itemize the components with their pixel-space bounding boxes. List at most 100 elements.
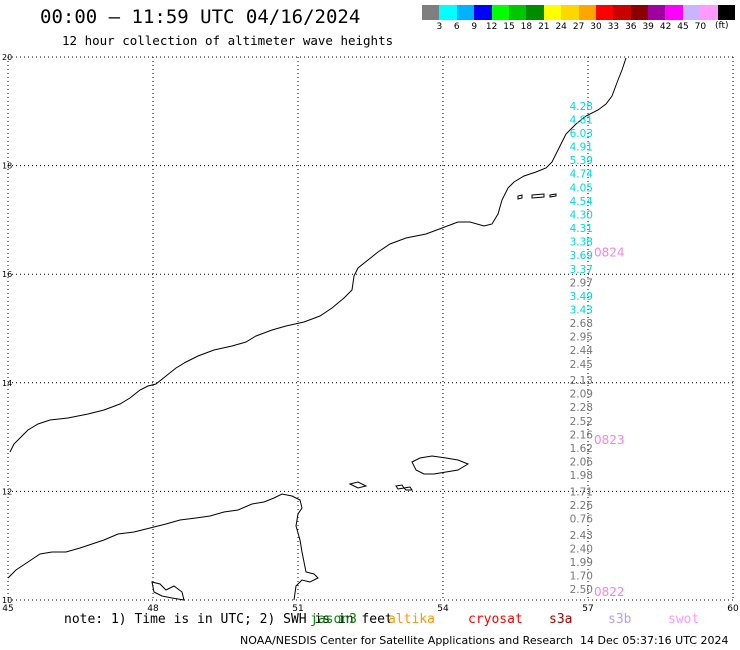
wave-height-value: 2.50	[570, 584, 593, 596]
legend-label: 36	[625, 22, 637, 32]
arabian-coastline	[9, 57, 627, 453]
wave-height-value: 1.99	[570, 557, 593, 569]
legend-swatch	[543, 5, 562, 20]
satellite-label-altika: altika	[388, 612, 435, 627]
legend-label: 18	[520, 22, 533, 32]
legend-swatch	[526, 5, 544, 20]
african-coastline	[7, 493, 319, 601]
legend-label: 30	[590, 22, 602, 32]
wave-height-readings: 4.284.81 6.03 4.915.39 4.744.05 4.544.30 4.31…	[570, 101, 625, 599]
wave-height-value: 2.45	[570, 359, 593, 371]
wave-height-value: 2.44	[570, 345, 594, 357]
small-island	[517, 194, 523, 200]
wave-height-value: 4.30	[570, 209, 593, 221]
pass-time-label: 0822	[594, 585, 625, 599]
wave-height-value: 4.74	[570, 169, 594, 181]
legend-swatch	[491, 5, 509, 20]
legend-swatch	[717, 5, 736, 20]
wave-height-value: 4.31	[570, 223, 593, 235]
footer-note: note: 1) Time is in UTC; 2) SWH is in fe…	[64, 612, 393, 627]
y-tick-label: 10	[2, 596, 12, 605]
legend-swatch	[561, 5, 579, 20]
legend-swatch	[474, 5, 492, 20]
wave-height-value: 1.71	[570, 486, 593, 498]
legend-swatch	[648, 5, 666, 20]
legend-swatch	[422, 5, 440, 20]
legend-label: 9	[471, 22, 478, 32]
generated-timestamp: 14 Dec 05:37:16 UTC 2024	[580, 634, 729, 647]
legend-label: 24	[555, 22, 567, 32]
legend-labels: 3 6 9 12 15 18 21 24 27 30 33 36 39 42 45 70	[422, 20, 735, 34]
legend-swatch	[700, 5, 718, 20]
legend-swatch	[439, 5, 457, 20]
legend-swatch	[682, 5, 701, 20]
legend-label: 45	[677, 22, 689, 32]
wave-height-value: 4.91	[570, 142, 593, 154]
wave-height-value: 2.06	[570, 457, 594, 469]
wave-height-value: 2.09	[570, 389, 593, 401]
wave-height-value: 2.97	[570, 277, 593, 289]
small-island	[395, 484, 405, 490]
small-island	[531, 193, 545, 199]
wave-height-value: 2.68	[570, 318, 593, 330]
y-tick-label: 16	[2, 270, 12, 279]
wave-height-value: 2.43	[570, 530, 593, 542]
satellite-label-s3a: s3a	[549, 612, 573, 627]
wave-height-value: 3.69	[570, 250, 593, 262]
wave-height-value: 2.28	[570, 402, 593, 414]
y-tick-label: 18	[2, 162, 12, 171]
coastline	[7, 57, 627, 601]
map-subtitle: 12 hour collection of altimeter wave hei…	[62, 33, 394, 48]
satellite-label-cryosat: cryosat	[468, 612, 523, 627]
legend-label: 6	[453, 22, 460, 32]
x-tick-label: 51	[292, 604, 303, 614]
wave-height-value: 4.54	[570, 196, 594, 208]
legend-label: 21	[538, 22, 550, 32]
wave-height-value: 2.95	[570, 332, 593, 344]
legend-swatch	[630, 5, 649, 20]
map-title: 00:00 – 11:59 UTC 04/16/2024	[40, 6, 361, 28]
wave-height-value: 2.40	[570, 543, 593, 555]
wave-height-value: 6.03	[570, 128, 593, 140]
legend-label: 3	[436, 22, 443, 32]
legend-swatch	[665, 5, 683, 20]
wave-height-value: 4.81	[570, 114, 593, 126]
small-island	[402, 486, 413, 491]
wave-height-value: 2.52	[570, 416, 593, 428]
satellite-label-s3b: s3b	[608, 612, 632, 627]
axis-ticks: 45 48 51 54 57 60 20 18 16 14 12 10	[2, 53, 739, 614]
pass-time-label: 0823	[594, 433, 625, 447]
legend-swatch	[578, 5, 596, 20]
wave-height-value: 0.76	[570, 514, 594, 526]
legend-label: 42	[659, 22, 672, 32]
legend-label: 70	[694, 22, 707, 32]
x-tick-label: 45	[2, 604, 13, 614]
x-tick-label: 48	[147, 604, 159, 614]
wave-height-value: 3.38	[570, 237, 593, 249]
wave-height-value: 4.05	[570, 182, 593, 194]
legend-units: (ft)	[715, 21, 729, 31]
map-grid	[7, 56, 734, 601]
wave-height-value: 3.37	[570, 264, 593, 276]
legend-color-bar	[422, 5, 736, 20]
legend-swatch	[508, 5, 527, 20]
wave-height-value: 2.16	[570, 429, 594, 441]
small-island	[549, 193, 557, 198]
legend-label: 39	[642, 22, 654, 32]
legend-swatch	[613, 5, 631, 20]
small-island	[348, 481, 368, 489]
wave-height-value: 2.13	[570, 375, 593, 387]
satellite-label-swot: swot	[668, 612, 700, 627]
x-tick-label: 54	[437, 604, 449, 614]
legend-swatch	[595, 5, 614, 20]
legend-label: 33	[607, 22, 620, 32]
credit-line: NOAA/NESDIS Center for Satellite Applica…	[240, 634, 574, 647]
wave-height-value: 3.49	[570, 291, 593, 303]
x-tick-label: 60	[727, 604, 739, 614]
y-tick-label: 20	[2, 53, 12, 62]
wave-height-value: 5.39	[570, 155, 593, 167]
legend-label: 15	[503, 22, 515, 32]
wave-height-value: 2.26	[570, 500, 594, 512]
socotra-island	[411, 455, 470, 475]
legend-label: 27	[572, 22, 585, 32]
